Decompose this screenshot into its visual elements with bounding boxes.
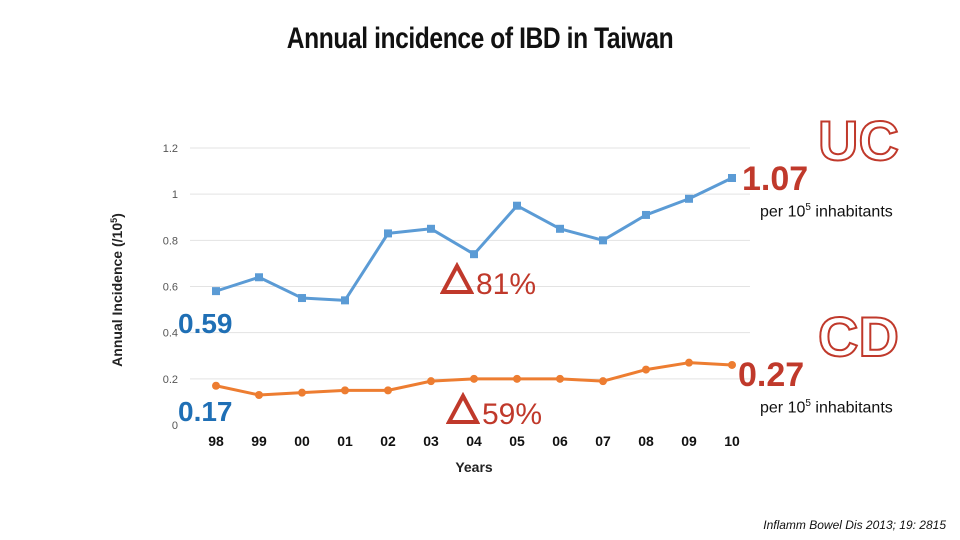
x-tick-label: 10 [724, 433, 740, 449]
x-tick-label: 00 [294, 433, 310, 449]
x-tick-label: 03 [423, 433, 439, 449]
cd-data-point [470, 374, 478, 383]
y-tick-label: 1 [172, 189, 178, 201]
uc-data-point [513, 201, 521, 210]
citation: Inflamm Bowel Dis 2013; 19: 2815 [763, 518, 946, 532]
unit-exponent: 5 [805, 202, 811, 213]
y-axis-label: Annual Incidence (/105) [109, 213, 125, 367]
uc-unit-note: per 105 inhabitants [760, 202, 893, 221]
cd-data-point [513, 374, 521, 383]
y-tick-label: 1.2 [163, 143, 178, 155]
uc-data-point [384, 229, 392, 238]
cd-data-point [642, 365, 650, 374]
y-tick-label: 0.6 [163, 282, 178, 294]
uc-delta-icon [440, 262, 474, 294]
y-tick-label: 0.8 [163, 235, 178, 247]
x-tick-label: 09 [681, 433, 697, 449]
y-tick-labels: 0 0.2 0.4 0.6 0.8 1 1.2 [163, 143, 178, 432]
uc-start-value: 0.59 [178, 308, 233, 339]
x-tick-label: 06 [552, 433, 568, 449]
uc-data-point [212, 287, 220, 296]
x-tick-label: 99 [251, 433, 267, 449]
y-tick-label: 0 [172, 420, 178, 432]
cd-label: CD [817, 304, 900, 369]
uc-end-value: 1.07 [742, 160, 809, 198]
unit-suffix: inhabitants [810, 399, 893, 417]
uc-data-point [341, 296, 349, 305]
cd-data-point [341, 386, 349, 395]
x-tick-label: 02 [380, 433, 396, 449]
x-tick-label: 07 [595, 433, 611, 449]
uc-data-point [728, 174, 736, 183]
cd-delta-icon [446, 392, 480, 424]
unit-prefix: per 10 [760, 203, 806, 221]
x-axis-label: Years [455, 459, 493, 475]
cd-data-point [427, 377, 435, 386]
x-tick-label: 08 [638, 433, 654, 449]
cd-data-point [556, 374, 564, 383]
page-title: Annual incidence of IBD in Taiwan [286, 22, 674, 55]
uc-series-line [215, 176, 733, 302]
unit-suffix: inhabitants [810, 203, 893, 221]
x-tick-label: 05 [509, 433, 525, 449]
uc-data-point [642, 210, 650, 219]
uc-data-point [298, 294, 306, 303]
unit-exponent: 5 [805, 398, 811, 409]
cd-data-point [298, 388, 306, 397]
cd-data-point [255, 390, 263, 399]
x-tick-labels: 98 99 00 01 02 03 04 05 06 07 08 09 10 [208, 433, 740, 449]
uc-label: UC [817, 108, 900, 173]
y-tick-label: 0.2 [163, 374, 178, 386]
cd-data-point [212, 381, 220, 390]
cd-data-point [728, 360, 736, 369]
series-points [212, 174, 736, 399]
uc-data-point [470, 250, 478, 259]
uc-data-point [599, 236, 607, 245]
cd-data-point [384, 386, 392, 395]
cd-data-point [685, 358, 693, 367]
uc-change-percent: 81% [476, 268, 537, 301]
x-tick-label: 01 [337, 433, 353, 449]
cd-unit-note: per 105 inhabitants [760, 398, 893, 417]
cd-end-value: 0.27 [738, 356, 805, 394]
x-tick-label: 98 [208, 433, 224, 449]
cd-start-value: 0.17 [178, 396, 233, 427]
cd-change-percent: 59% [482, 398, 543, 431]
uc-data-point [255, 273, 263, 282]
uc-data-point [556, 224, 564, 233]
uc-data-point [685, 194, 693, 203]
y-tick-label: 0.4 [163, 328, 178, 340]
cd-data-point [599, 377, 607, 386]
uc-data-point [427, 224, 435, 233]
x-tick-label: 04 [466, 433, 482, 449]
unit-prefix: per 10 [760, 399, 806, 417]
